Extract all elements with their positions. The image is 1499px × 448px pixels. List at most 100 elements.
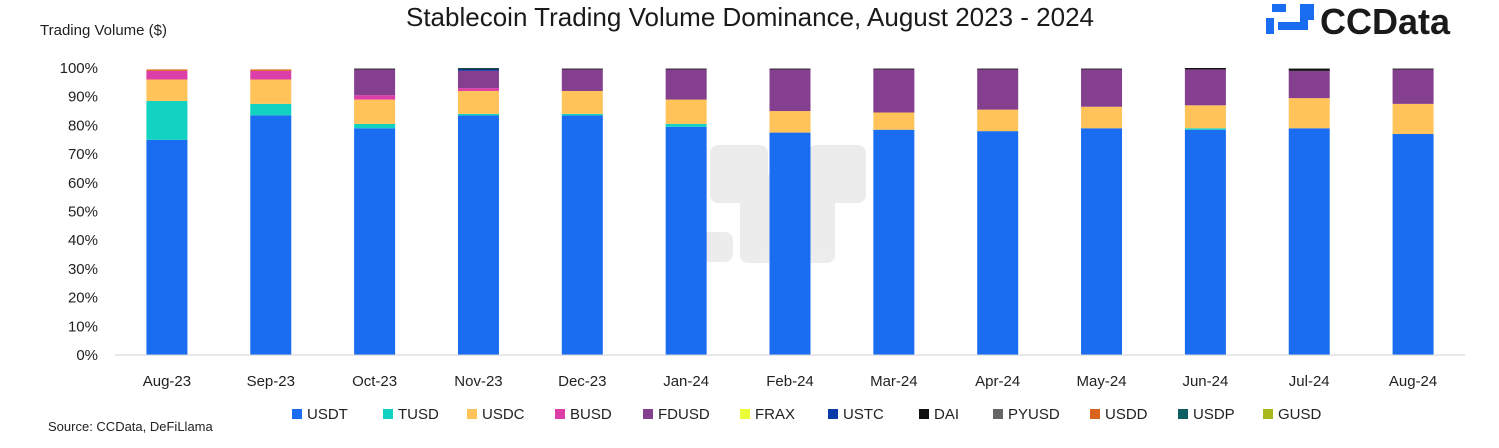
y-tick-label: 40% (68, 232, 98, 249)
bar-segment-fdusd (665, 69, 707, 100)
y-tick-label: 80% (68, 117, 98, 134)
legend-label-usdd: USDD (1105, 406, 1148, 423)
legend-label-busd: BUSD (570, 406, 612, 423)
bar-stack (457, 68, 499, 355)
bar-segment-fdusd (354, 69, 396, 96)
brand-name: CCData (1320, 1, 1451, 42)
x-tick-label: Aug-23 (143, 373, 191, 390)
bar-segment-tusd (561, 113, 603, 116)
bar-segment-tusd (665, 123, 707, 127)
legend-swatch-usdt (292, 409, 302, 419)
bar-segment-ustc (457, 69, 499, 71)
source-note: Source: CCData, DeFiLlama (48, 419, 213, 434)
legend-swatch-fdusd (643, 409, 653, 419)
bar-segment-fdusd (1184, 69, 1226, 106)
bar-segment-usdt (250, 115, 292, 355)
bar-stack (561, 68, 603, 355)
bar-segment-usdc (1288, 98, 1330, 129)
y-tick-label: 60% (68, 175, 98, 192)
bar-stack (1392, 68, 1434, 355)
x-tick-label: May-24 (1077, 373, 1127, 390)
bar-segment-busd (250, 70, 292, 80)
bar-segment-usdt (665, 126, 707, 356)
y-tick-label: 70% (68, 146, 98, 163)
legend-label-usdp: USDP (1193, 406, 1235, 423)
bar-segment-usdc (665, 99, 707, 124)
y-tick-label: 20% (68, 290, 98, 307)
x-tick-label: Jun-24 (1182, 373, 1228, 390)
legend-swatch-tusd (383, 409, 393, 419)
bar-segment-usdd (250, 69, 292, 71)
legend-swatch-usdp (1178, 409, 1188, 419)
bar-segment-usdc (250, 79, 292, 104)
bar-segment-dai (1392, 68, 1434, 70)
bar-segment-usdt (561, 115, 603, 355)
y-tick-label: 50% (68, 204, 98, 221)
legend-swatch-busd (555, 409, 565, 419)
x-axis-ticks: Aug-23 Sep-23 Oct-23 Nov-23 Dec-23 Jan-24 Feb-… (143, 373, 1438, 390)
bar-segment-usdc (977, 109, 1019, 132)
bar-segment-dai (977, 68, 1019, 70)
bar-stack (977, 68, 1019, 355)
legend-label-usdc: USDC (482, 406, 525, 423)
bar-segment-dai (1081, 68, 1123, 70)
bar-segment-tusd (354, 123, 396, 129)
bar-segment-usdp (457, 68, 499, 69)
legend-label-tusd: TUSD (398, 406, 439, 423)
bar-stack (1184, 68, 1226, 355)
x-tick-label: Oct-23 (352, 373, 397, 390)
x-tick-label: Jan-24 (663, 373, 709, 390)
bar-segment-dai (665, 68, 707, 70)
legend-swatch-pyusd (993, 409, 1003, 419)
bar-stack (1081, 68, 1123, 355)
ccdata-logo-icon (1266, 4, 1314, 34)
bar-segment-dai (457, 68, 499, 70)
bar-segment-dai (1184, 68, 1226, 70)
bar-segment-fdusd (1288, 70, 1330, 99)
bar-segment-fdusd (769, 69, 811, 112)
bar-segment-usdc (769, 111, 811, 133)
bar-segment-fdusd (1392, 69, 1434, 104)
x-tick-label: Jul-24 (1289, 373, 1330, 390)
bar-stack (250, 69, 292, 355)
bar-stack (665, 68, 707, 356)
x-tick-label: Mar-24 (870, 373, 918, 390)
bar-segment-usdc (1081, 106, 1123, 129)
bar-segment-usdt (354, 128, 396, 355)
bar-segment-dai (561, 68, 603, 70)
bar-segment-dai (1288, 68, 1330, 71)
bar-segment-busd (354, 95, 396, 100)
bar-stack (769, 68, 811, 355)
y-tick-label: 0% (76, 347, 98, 364)
bar-segment-usdc (146, 79, 188, 102)
bar-stack (1288, 68, 1330, 355)
bar-segment-tusd (146, 101, 188, 140)
x-tick-label: Apr-24 (975, 373, 1020, 390)
legend-swatch-frax (740, 409, 750, 419)
bar-segment-usdt (1184, 129, 1226, 355)
bar-segment-usdc (457, 90, 499, 114)
bar-segment-usdt (457, 115, 499, 355)
y-axis-ticks: 0% 10% 20% 30% 40% 50% 60% 70% 80% 90% 100% (60, 60, 98, 364)
bar-segment-busd (457, 88, 499, 91)
bar-segment-usdt (1392, 134, 1434, 355)
legend-swatch-gusd (1263, 409, 1273, 419)
bar-segment-tusd (250, 103, 292, 116)
x-tick-label: Feb-24 (766, 373, 814, 390)
bar-segment-usdt (1081, 128, 1123, 355)
legend-swatch-usdd (1090, 409, 1100, 419)
bar-segment-usdc (354, 99, 396, 124)
bar-segment-usdc (561, 90, 603, 114)
y-axis-label: Trading Volume ($) (40, 22, 167, 39)
bar-segment-fdusd (873, 69, 915, 113)
y-tick-label: 10% (68, 318, 98, 335)
bar-segment-usdc (873, 112, 915, 130)
bar-segment-usdt (1288, 128, 1330, 355)
legend-swatch-ustc (828, 409, 838, 419)
bar-segment-usdt (977, 131, 1019, 355)
bar-segment-fdusd (1081, 69, 1123, 107)
bar-segment-fdusd (457, 70, 499, 89)
bar-segment-usdt (873, 129, 915, 355)
legend-label-usdt: USDT (307, 406, 348, 423)
